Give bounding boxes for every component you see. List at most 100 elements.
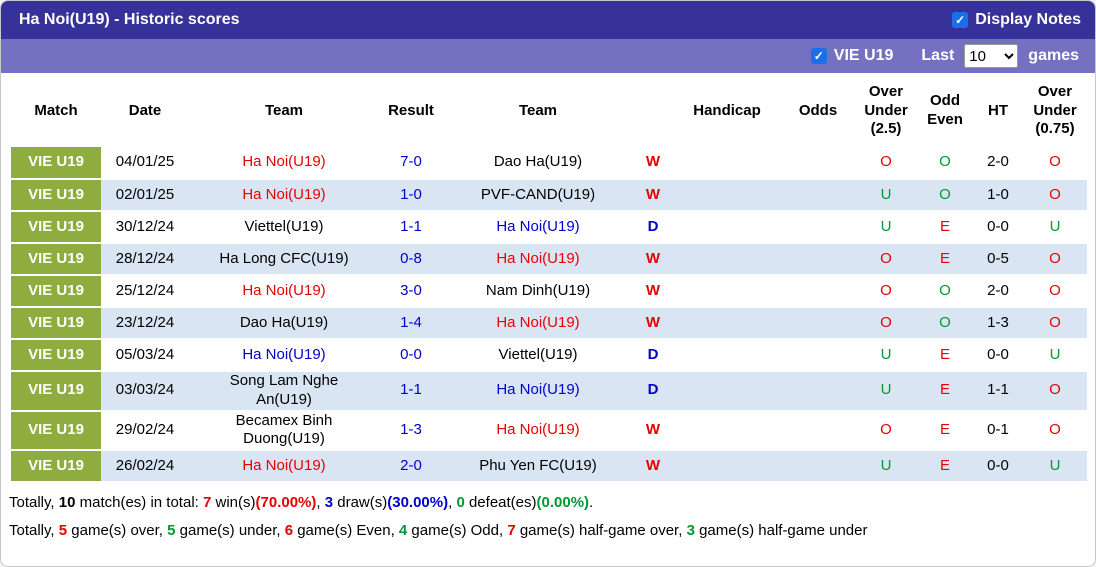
- over-under-25-cell: O: [855, 410, 917, 451]
- league-cell: VIE U19: [11, 211, 101, 244]
- over-under-075-value: O: [1049, 153, 1061, 171]
- handicap-cell: [673, 275, 781, 308]
- date-cell: 26/02/24: [101, 450, 189, 483]
- summary-text: Totally,: [9, 494, 59, 511]
- over-under-25-cell: O: [855, 275, 917, 308]
- table-row: VIE U19 23/12/24 Dao Ha(U19) 1-4 Ha Noi(…: [11, 307, 1087, 340]
- over-under-075-cell: O: [1023, 410, 1087, 451]
- date-cell: 30/12/24: [101, 211, 189, 244]
- away-team-cell: Ha Noi(U19): [443, 307, 633, 340]
- home-team-name: Becamex Binh Duong(U19): [235, 411, 333, 448]
- odd-count: 4: [398, 522, 408, 539]
- league-filter-toggle[interactable]: ✓ VIE U19: [810, 47, 893, 65]
- over-under-075-value: U: [1049, 345, 1061, 363]
- odds-cell: [781, 307, 855, 340]
- over-under-075-value: O: [1049, 281, 1061, 299]
- summary-text: .: [589, 494, 594, 511]
- league-cell: VIE U19: [11, 450, 101, 483]
- away-team-name: Viettel(U19): [498, 345, 578, 363]
- over-under-25-value: O: [880, 420, 892, 438]
- home-team-name: Song Lam Nghe An(U19): [229, 372, 339, 408]
- away-team-cell: Viettel(U19): [443, 339, 633, 372]
- away-team-name: Nam Dinh(U19): [485, 281, 591, 299]
- filter-bar: ✓ VIE U19 Last 10 games: [1, 39, 1095, 73]
- home-team-cell: Viettel(U19): [189, 211, 379, 244]
- away-team-name: Dao Ha(U19): [493, 153, 583, 171]
- away-team-name: PVF-CAND(U19): [480, 185, 596, 203]
- league-cell: VIE U19: [11, 275, 101, 308]
- table-row: VIE U19 26/02/24 Ha Noi(U19) 2-0 Phu Yen…: [11, 450, 1087, 483]
- outcome-cell: W: [633, 410, 673, 451]
- odd-even-cell: E: [917, 339, 973, 372]
- col-header-match: Match: [34, 101, 78, 119]
- result-score: 0-0: [400, 345, 422, 363]
- outcome-letter: D: [647, 381, 659, 399]
- odds-cell: [781, 339, 855, 372]
- away-team-cell: Ha Noi(U19): [443, 243, 633, 276]
- odds-cell: [781, 179, 855, 212]
- over-under-075-cell: U: [1023, 339, 1087, 372]
- away-team-name: Ha Noi(U19): [496, 217, 580, 235]
- summary-text: game(s) under,: [175, 522, 285, 539]
- over-under-075-value: O: [1049, 381, 1061, 399]
- outcome-letter: W: [645, 420, 661, 438]
- home-team-name: Ha Noi(U19): [242, 345, 326, 363]
- ht-cell: 2-0: [973, 275, 1023, 308]
- over-under-075-value: O: [1049, 420, 1061, 438]
- odd-even-cell: O: [917, 275, 973, 308]
- home-team-cell: Ha Long CFC(U19): [189, 243, 379, 276]
- table-row: VIE U19 25/12/24 Ha Noi(U19) 3-0 Nam Din…: [11, 275, 1087, 308]
- odd-even-value: E: [939, 381, 950, 399]
- draws-count: 3: [324, 494, 334, 511]
- outcome-letter: D: [647, 345, 659, 363]
- outcome-cell: W: [633, 450, 673, 483]
- odd-even-cell: E: [917, 243, 973, 276]
- half-over-count: 7: [507, 522, 516, 539]
- home-team-name: Viettel(U19): [244, 217, 324, 235]
- outcome-cell: W: [633, 179, 673, 212]
- odds-cell: [781, 410, 855, 451]
- defeats-count: 0: [456, 494, 465, 511]
- result-cell: 2-0: [379, 450, 443, 483]
- outcome-letter: W: [645, 185, 661, 203]
- odds-cell: [781, 243, 855, 276]
- away-team-cell: Nam Dinh(U19): [443, 275, 633, 308]
- league-cell: VIE U19: [11, 147, 101, 180]
- over-under-25-value: O: [880, 153, 892, 171]
- league-checkbox-icon[interactable]: ✓: [810, 48, 827, 64]
- result-cell: 0-8: [379, 243, 443, 276]
- draws-percentage: (30.00%): [387, 494, 449, 511]
- date-cell: 02/01/25: [101, 179, 189, 212]
- ht-cell: 0-0: [973, 450, 1023, 483]
- over-under-25-value: O: [880, 281, 892, 299]
- ht-cell: 0-0: [973, 339, 1023, 372]
- over-under-25-value: U: [880, 345, 892, 363]
- summary-goals-line: Totally, 5 game(s) over, 5 game(s) under…: [9, 517, 1087, 545]
- outcome-letter: W: [645, 281, 661, 299]
- league-cell: VIE U19: [11, 243, 101, 276]
- result-score: 3-0: [400, 281, 422, 299]
- over-under-25-cell: U: [855, 371, 917, 412]
- odd-even-cell: E: [917, 211, 973, 244]
- away-team-cell: Dao Ha(U19): [443, 147, 633, 180]
- table-row: VIE U19 02/01/25 Ha Noi(U19) 1-0 PVF-CAN…: [11, 179, 1087, 212]
- outcome-cell: D: [633, 339, 673, 372]
- over-under-075-value: U: [1049, 456, 1061, 474]
- games-count-select[interactable]: 10: [964, 44, 1019, 68]
- col-header-home-team: Team: [264, 101, 304, 119]
- over-under-25-value: U: [880, 185, 892, 203]
- display-notes-checkbox-icon[interactable]: ✓: [952, 12, 969, 28]
- home-team-name: Ha Noi(U19): [242, 281, 326, 299]
- over-under-075-cell: O: [1023, 179, 1087, 212]
- historic-scores-table: Match Date Team Result Team Handicap Odd…: [11, 75, 1087, 483]
- home-team-cell: Ha Noi(U19): [189, 450, 379, 483]
- over-under-075-cell: O: [1023, 275, 1087, 308]
- odds-cell: [781, 147, 855, 180]
- result-score: 7-0: [400, 153, 422, 171]
- league-cell: VIE U19: [11, 371, 101, 412]
- handicap-cell: [673, 371, 781, 412]
- display-notes-toggle[interactable]: ✓ Display Notes: [952, 11, 1081, 29]
- home-team-cell: Song Lam Nghe An(U19): [189, 371, 379, 412]
- title-bar: Ha Noi(U19) - Historic scores ✓ Display …: [1, 1, 1095, 39]
